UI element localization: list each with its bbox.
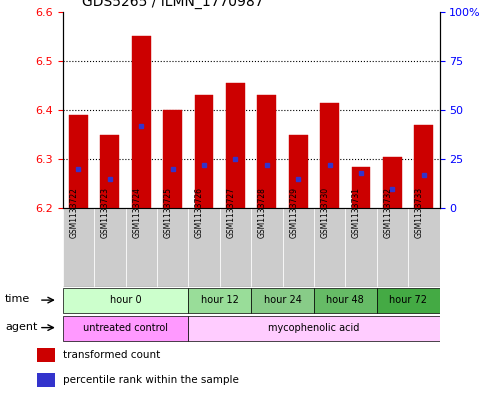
Text: GSM1133722: GSM1133722	[70, 187, 78, 238]
Text: GSM1133728: GSM1133728	[258, 187, 267, 238]
Text: hour 72: hour 72	[389, 295, 427, 305]
FancyBboxPatch shape	[94, 208, 126, 287]
Text: GSM1133731: GSM1133731	[352, 187, 361, 238]
Text: GSM1133725: GSM1133725	[164, 187, 173, 238]
Bar	[257, 95, 276, 208]
FancyBboxPatch shape	[63, 316, 188, 340]
FancyBboxPatch shape	[283, 208, 314, 287]
Text: GSM1133726: GSM1133726	[195, 187, 204, 238]
Bar	[352, 167, 370, 208]
FancyBboxPatch shape	[377, 208, 408, 287]
Bar	[383, 157, 402, 208]
Text: agent: agent	[5, 322, 37, 332]
Text: hour 24: hour 24	[264, 295, 301, 305]
Bar	[289, 135, 308, 208]
Text: GSM1133723: GSM1133723	[101, 187, 110, 238]
Text: untreated control: untreated control	[83, 323, 168, 332]
Bar	[100, 135, 119, 208]
Bar	[37, 348, 55, 362]
Text: GSM1133727: GSM1133727	[227, 187, 236, 238]
FancyBboxPatch shape	[251, 288, 314, 313]
FancyBboxPatch shape	[63, 208, 94, 287]
Text: GSM1133724: GSM1133724	[132, 187, 142, 238]
Bar	[414, 125, 433, 208]
FancyBboxPatch shape	[63, 288, 188, 313]
FancyBboxPatch shape	[126, 208, 157, 287]
FancyBboxPatch shape	[314, 208, 345, 287]
Text: GSM1133730: GSM1133730	[321, 187, 329, 238]
FancyBboxPatch shape	[377, 288, 440, 313]
Bar	[195, 95, 213, 208]
Text: mycophenolic acid: mycophenolic acid	[268, 323, 360, 332]
Text: hour 48: hour 48	[327, 295, 364, 305]
Bar	[132, 37, 151, 208]
Text: GSM1133732: GSM1133732	[384, 187, 393, 238]
Bar	[320, 103, 339, 208]
Bar	[37, 373, 55, 387]
Bar	[69, 115, 88, 208]
Text: hour 0: hour 0	[110, 295, 142, 305]
FancyBboxPatch shape	[408, 208, 440, 287]
Text: GDS5265 / ILMN_1770987: GDS5265 / ILMN_1770987	[82, 0, 263, 9]
FancyBboxPatch shape	[188, 288, 251, 313]
FancyBboxPatch shape	[220, 208, 251, 287]
Bar	[163, 110, 182, 208]
FancyBboxPatch shape	[188, 208, 220, 287]
Text: hour 12: hour 12	[201, 295, 239, 305]
Text: time: time	[5, 294, 30, 304]
FancyBboxPatch shape	[251, 208, 283, 287]
Text: transformed count: transformed count	[63, 350, 160, 360]
Text: GSM1133733: GSM1133733	[415, 187, 424, 238]
FancyBboxPatch shape	[157, 208, 188, 287]
Bar	[226, 83, 245, 208]
Text: GSM1133729: GSM1133729	[289, 187, 298, 238]
FancyBboxPatch shape	[314, 288, 377, 313]
FancyBboxPatch shape	[345, 208, 377, 287]
FancyBboxPatch shape	[188, 316, 440, 340]
Text: percentile rank within the sample: percentile rank within the sample	[63, 375, 239, 385]
